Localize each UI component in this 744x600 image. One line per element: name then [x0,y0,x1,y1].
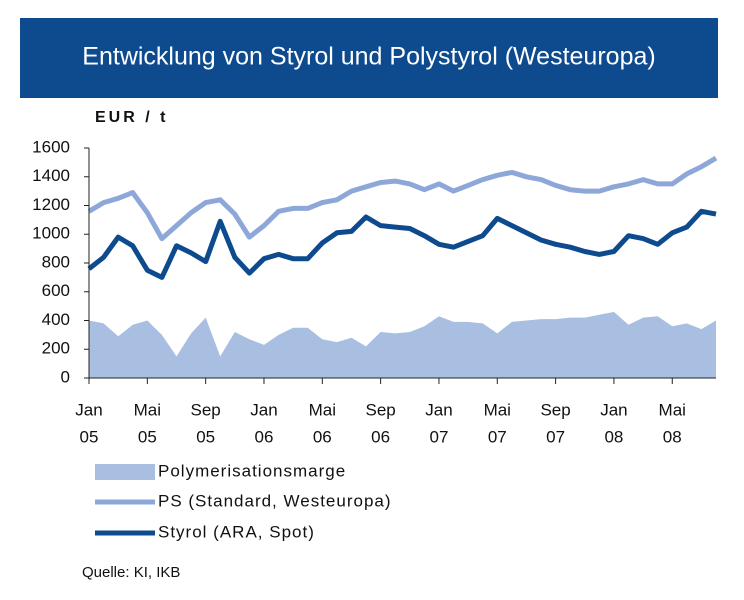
x-tick-label: 06 [255,427,274,446]
source: Quelle: KI, IKB [82,564,180,581]
y-tick-label: 800 [42,252,70,271]
x-tick-label: 07 [429,427,448,446]
x-tick-label: Jan [75,400,102,419]
y-tick-label: 1200 [32,195,70,214]
x-tick-label: 05 [138,427,157,446]
line [87,155,718,242]
legend-label: PS (Standard, Westeuropa) [158,491,392,510]
x-tick-label: Sep [366,400,396,419]
x-tick-label: Sep [540,400,570,419]
legend-swatch [95,464,155,480]
y-axis-label: EUR / t [95,109,168,126]
y-tick-label: 200 [42,339,70,358]
x-tick-label: Jan [600,400,627,419]
y-tick-label: 1000 [32,224,70,243]
y-tick-label: 0 [61,367,70,386]
line [87,208,717,280]
x-tick-label: 05 [80,427,99,446]
legend-label: Styrol (ARA, Spot) [158,522,315,541]
x-tick-label: Mai [134,400,161,419]
chart-title: Entwicklung von Styrol und Polystyrol (W… [82,43,655,71]
x-tick-label: Mai [309,400,336,419]
y-tick-label: 1600 [32,137,70,156]
area [89,311,716,378]
y-tick-label: 400 [42,310,70,329]
x-tick-label: 08 [604,427,623,446]
x-tick-label: Mai [659,400,686,419]
x-tick-label: 05 [196,427,215,446]
x-tick-label: 06 [371,427,390,446]
x-tick-label: 06 [313,427,332,446]
x-tick-label: 07 [546,427,565,446]
legend-label: Polymerisationsmarge [158,461,346,480]
title-bar [20,18,718,98]
x-tick-label: Mai [484,400,511,419]
x-tick-label: 08 [663,427,682,446]
y-tick-label: 1400 [32,166,70,185]
x-tick-label: Sep [191,400,221,419]
y-tick-label: 600 [42,281,70,300]
x-tick-label: Jan [425,400,452,419]
x-tick-label: 07 [488,427,507,446]
x-tick-label: Jan [250,400,277,419]
